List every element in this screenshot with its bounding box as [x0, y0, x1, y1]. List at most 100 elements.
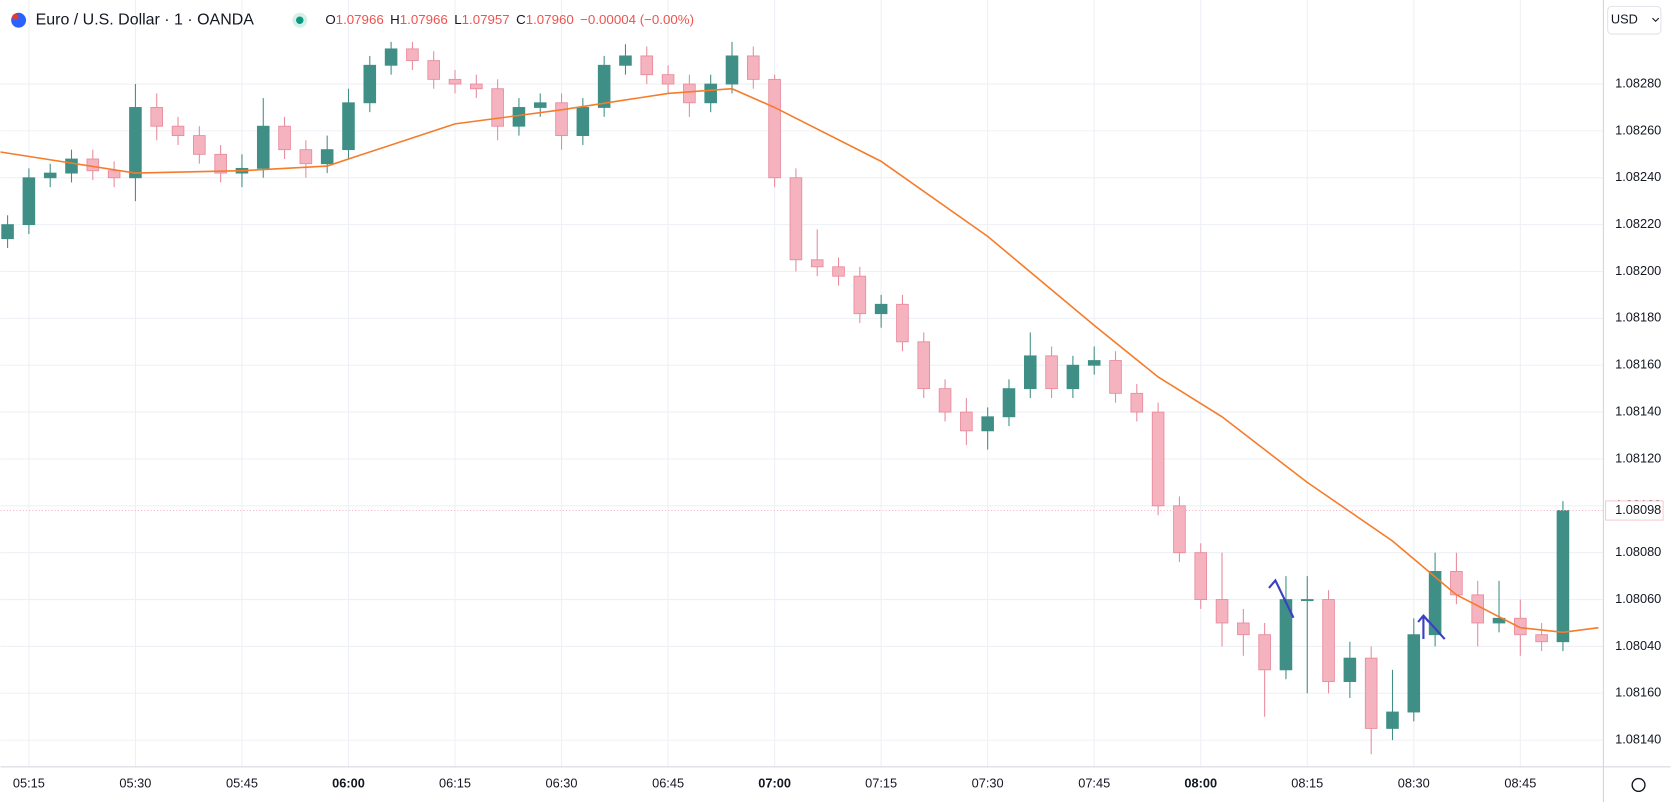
- candle-body: [938, 388, 952, 413]
- candle-body: [299, 149, 313, 165]
- y-tick-label: 1.08160: [1615, 357, 1661, 372]
- candle-body: [576, 107, 590, 137]
- candle-body: [1428, 571, 1442, 636]
- candle-body: [342, 102, 355, 151]
- candle-body: [86, 158, 100, 172]
- y-tick-label: 1.08140: [1615, 732, 1661, 747]
- x-tick-label: 07:00: [758, 775, 791, 790]
- last-price-tag: 1.08098: [0, 500, 1664, 521]
- x-tick-label: 06:45: [652, 775, 684, 790]
- currency-label[interactable]: USD: [1611, 12, 1638, 27]
- candle-body: [1322, 599, 1335, 682]
- candle-body: [1237, 622, 1250, 636]
- candle-body: [1535, 634, 1548, 643]
- ohlc-value: 1.07960: [526, 12, 574, 27]
- candle-body: [129, 107, 142, 179]
- candle-body: [384, 48, 398, 66]
- candle-body: [1130, 392, 1144, 413]
- grid: [0, 0, 1604, 767]
- candle-body: [1045, 355, 1058, 390]
- candle-body: [704, 83, 717, 104]
- candle-body: [1002, 388, 1016, 418]
- x-tick-label: 06:30: [546, 775, 578, 790]
- last-price-label: 1.08098: [1615, 502, 1661, 517]
- candle-body: [470, 83, 483, 90]
- time-axis: 05:15 05:30 05:45 06:00 06:15 06:30 06:45 07:00…: [13, 775, 1536, 790]
- ohlc-value: 1.07966: [400, 12, 448, 27]
- x-tick-label: 07:15: [865, 775, 897, 790]
- y-tick-label: 1.08080: [1615, 544, 1661, 559]
- candle-body: [555, 102, 568, 137]
- market-status-dot: [296, 16, 304, 24]
- ohlc-key: O: [325, 12, 335, 27]
- candle-body: [1173, 505, 1186, 554]
- candle-body: [1023, 355, 1037, 390]
- x-tick-label: 06:15: [439, 775, 471, 790]
- candle-body: [278, 125, 291, 151]
- y-tick-label: 1.08280: [1615, 75, 1661, 90]
- candle-body: [406, 48, 419, 62]
- currency-button[interactable]: [1607, 5, 1662, 35]
- candle-body: [896, 303, 909, 343]
- ohlc-key: L: [454, 12, 461, 27]
- ohlc-key: C: [516, 12, 526, 27]
- candle-body: [1, 224, 14, 240]
- candle-body: [533, 102, 547, 108]
- candle-body: [1109, 360, 1122, 394]
- y-tick-label: 1.08240: [1615, 169, 1661, 184]
- candle-body: [1300, 599, 1314, 602]
- y-tick-label: 1.08160: [1615, 685, 1661, 700]
- candle-body: [917, 341, 931, 390]
- x-tick-label: 05:15: [13, 775, 45, 790]
- candle-body: [1514, 617, 1527, 636]
- candle-body: [1492, 617, 1506, 624]
- settings-button[interactable]: [1631, 777, 1646, 793]
- x-tick-label: 07:30: [972, 775, 1004, 790]
- candle-body: [683, 83, 696, 104]
- candle-body: [150, 107, 164, 127]
- x-tick-label: 08:15: [1291, 775, 1323, 790]
- y-tick-label: 1.08140: [1615, 403, 1661, 418]
- candle-body: [491, 88, 504, 127]
- y-tick-label: 1.08180: [1615, 310, 1661, 325]
- candle-body: [725, 55, 739, 85]
- candle-body: [789, 177, 803, 261]
- candle-body: [214, 153, 227, 174]
- candle-body: [107, 170, 121, 179]
- candle-body: [747, 55, 760, 80]
- candle-body: [960, 411, 973, 432]
- candle-body: [853, 275, 867, 315]
- candle-body: [810, 259, 824, 268]
- x-tick-label: 05:30: [119, 775, 151, 790]
- price-axis: 1.08280 1.08260 1.08240 1.08220 1.08200 1.081…: [1615, 75, 1661, 746]
- candle-body: [1066, 364, 1080, 390]
- change-value: −0.00004 (−0.00%): [580, 12, 694, 27]
- currency-chevron: [1652, 17, 1660, 23]
- symbol-title[interactable]: Euro / U.S. Dollar · 1 · OANDA: [36, 11, 255, 28]
- x-tick-label: 08:30: [1398, 775, 1430, 790]
- candle-body: [43, 172, 57, 179]
- candle-body: [1258, 634, 1271, 671]
- candle-body: [1279, 599, 1293, 671]
- candle-body: [171, 125, 185, 137]
- y-tick-label: 1.08260: [1615, 122, 1661, 137]
- candle-body: [597, 64, 611, 108]
- x-tick-label: 08:45: [1504, 775, 1536, 790]
- candle-body: [22, 177, 36, 226]
- x-tick-label: 07:45: [1078, 775, 1110, 790]
- y-tick-label: 1.08040: [1615, 638, 1661, 653]
- candles: [1, 41, 1570, 755]
- y-tick-label: 1.08200: [1615, 263, 1661, 278]
- candle-body: [363, 64, 377, 104]
- candle-body: [619, 55, 632, 66]
- candle-body: [1087, 360, 1101, 366]
- x-tick-label: 05:45: [226, 775, 258, 790]
- ohlc-legend: O1.07966 H1.07966 L1.07957 C1.07960 −0.00004…: [325, 12, 694, 27]
- ohlc-key: H: [390, 12, 400, 27]
- candle-body: [1194, 552, 1208, 600]
- candle-body: [640, 55, 654, 76]
- candle-body: [1407, 634, 1421, 713]
- arrow-annotations: [1268, 578, 1446, 640]
- y-tick-label: 1.08060: [1615, 591, 1661, 606]
- candle-body: [1556, 510, 1570, 643]
